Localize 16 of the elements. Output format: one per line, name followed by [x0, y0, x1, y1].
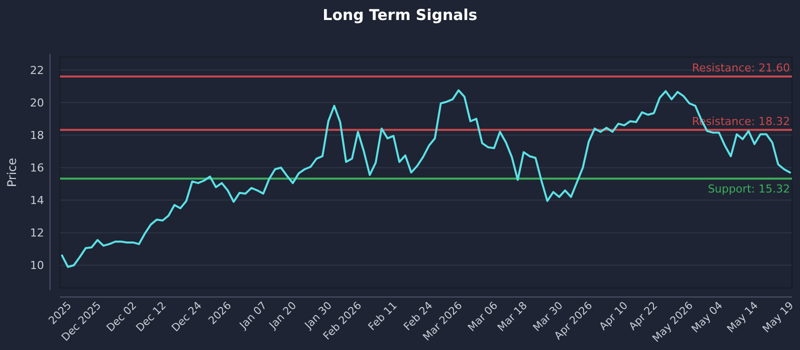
x-tick-label: Jan 20 — [266, 300, 299, 332]
ref-line-label: Resistance: 21.60 — [692, 62, 790, 75]
x-tick-label: Jan 07 — [236, 300, 270, 332]
y-tick-label: 22 — [30, 64, 44, 77]
x-tick-label: Feb 11 — [366, 300, 400, 334]
y-tick-label: 18 — [30, 128, 44, 142]
y-tick-label: 14 — [30, 194, 44, 208]
y-tick-label: 16 — [30, 161, 44, 174]
x-tick-label: Dec 24 — [170, 299, 204, 334]
y-tick-label: 20 — [30, 96, 44, 110]
y-tick-label: 10 — [30, 259, 44, 272]
y-tick-label: 12 — [30, 226, 44, 240]
ref-line-label: Support: 15.32 — [708, 182, 790, 196]
y-axis-title: Price — [5, 158, 19, 188]
chart-title: Long Term Signals — [322, 6, 478, 24]
line-series — [61, 89, 791, 268]
